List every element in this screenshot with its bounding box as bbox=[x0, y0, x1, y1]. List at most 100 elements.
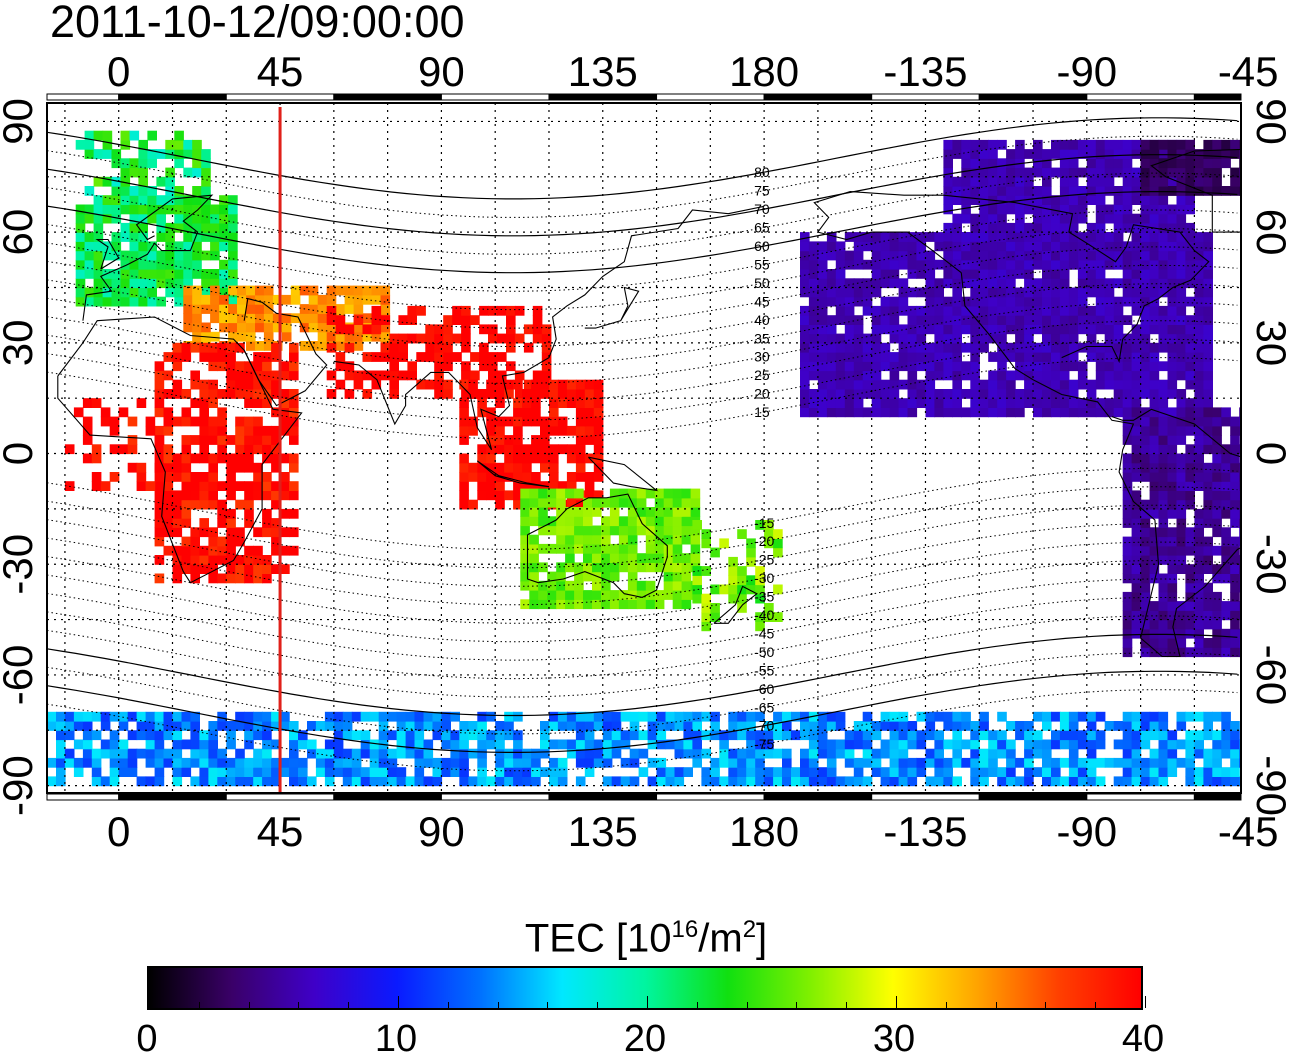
tec-cell bbox=[1149, 462, 1160, 473]
tec-cell bbox=[710, 711, 720, 722]
tec-cell bbox=[529, 507, 539, 517]
tec-cell bbox=[1068, 721, 1079, 731]
tec-cell bbox=[934, 407, 944, 418]
tec-cell bbox=[1033, 379, 1043, 390]
tec-cell bbox=[663, 580, 674, 591]
tec-cell bbox=[690, 525, 701, 536]
tec-cell bbox=[1059, 333, 1070, 344]
tec-cell bbox=[1122, 389, 1133, 399]
tec-cell bbox=[1086, 721, 1097, 731]
tec-cell bbox=[138, 176, 148, 187]
tec-cell bbox=[371, 285, 382, 296]
tec-cell bbox=[656, 757, 667, 768]
tec-cell bbox=[1059, 721, 1070, 731]
tec-cell bbox=[111, 241, 122, 252]
tec-cell bbox=[1257, 610, 1267, 620]
tec-cell bbox=[82, 711, 93, 722]
tec-cell bbox=[468, 776, 478, 787]
tec-cell bbox=[1113, 250, 1124, 261]
lon-tick-label: 180 bbox=[729, 808, 799, 855]
lon-tick-label: -45 bbox=[1218, 808, 1279, 855]
tec-cell bbox=[145, 425, 156, 436]
tec-cell bbox=[1068, 259, 1079, 270]
tec-cell bbox=[228, 269, 238, 279]
tec-cell bbox=[1068, 176, 1079, 187]
tec-cell bbox=[199, 767, 209, 777]
tec-cell bbox=[120, 278, 131, 289]
tec-cell bbox=[701, 529, 711, 539]
tec-cell bbox=[181, 352, 192, 362]
tec-cell bbox=[145, 481, 156, 491]
tec-cell bbox=[1122, 213, 1133, 224]
tec-cell bbox=[934, 757, 944, 768]
tec-cell bbox=[1149, 536, 1160, 547]
tec-cell bbox=[620, 711, 631, 722]
tec-cell bbox=[541, 361, 552, 372]
tec-cell bbox=[335, 352, 346, 362]
tec-cell bbox=[538, 580, 548, 591]
tec-cell bbox=[120, 287, 131, 298]
tec-cell bbox=[1086, 158, 1097, 169]
tec-cell bbox=[520, 553, 530, 563]
tec-cell bbox=[1051, 296, 1061, 307]
tec-cell bbox=[782, 730, 792, 741]
tec-cell bbox=[826, 407, 837, 418]
tec-cell bbox=[1033, 158, 1043, 169]
tec-cell bbox=[584, 767, 595, 777]
tec-cell bbox=[620, 730, 631, 741]
tec-cell bbox=[495, 757, 505, 768]
tec-cell bbox=[584, 407, 595, 418]
tec-cell bbox=[289, 416, 299, 427]
tec-cell bbox=[154, 481, 165, 491]
tec-cell bbox=[468, 472, 478, 482]
tec-cell bbox=[353, 331, 364, 342]
coastline bbox=[526, 493, 668, 598]
tec-cell bbox=[817, 370, 828, 381]
tec-cell bbox=[1158, 425, 1169, 436]
tec-cell bbox=[1167, 748, 1178, 759]
tec-cell bbox=[326, 331, 337, 342]
tec-cell bbox=[423, 776, 434, 787]
tec-cell bbox=[165, 287, 175, 298]
tec-cell bbox=[665, 776, 676, 787]
tec-cell bbox=[351, 757, 362, 768]
tec-cell bbox=[1203, 444, 1213, 455]
tec-cell bbox=[111, 204, 122, 215]
tec-cell bbox=[862, 241, 873, 252]
tec-cell bbox=[871, 398, 882, 408]
tec-cell bbox=[862, 730, 873, 741]
tec-cell bbox=[609, 488, 620, 499]
tec-cell bbox=[253, 490, 263, 501]
lon-tick-label: 135 bbox=[568, 808, 638, 855]
tec-cell bbox=[1140, 232, 1151, 242]
tec-cell bbox=[504, 711, 514, 722]
tec-cell bbox=[84, 232, 95, 242]
tec-cell bbox=[889, 296, 900, 307]
tec-cell bbox=[952, 324, 962, 335]
tec-cell bbox=[1185, 776, 1195, 787]
tec-cell bbox=[988, 333, 998, 344]
tec-cell bbox=[147, 149, 157, 159]
tec-cell bbox=[1006, 250, 1016, 261]
tec-cell bbox=[961, 213, 971, 224]
tec-cell bbox=[183, 222, 193, 233]
tec-cell bbox=[1104, 259, 1115, 270]
tec-cell bbox=[253, 462, 263, 473]
tec-cell bbox=[1158, 490, 1169, 501]
tec-cell bbox=[488, 324, 498, 335]
tec-cell bbox=[808, 389, 819, 399]
tec-cell bbox=[1257, 601, 1267, 611]
tec-cell bbox=[396, 711, 407, 722]
tec-cell bbox=[943, 757, 953, 768]
tec-cell bbox=[513, 748, 523, 759]
tec-cell bbox=[190, 342, 200, 353]
tec-cell bbox=[1284, 168, 1292, 178]
tec-cell bbox=[1212, 647, 1222, 658]
tec-cell bbox=[91, 711, 102, 722]
tec-cell bbox=[1086, 730, 1097, 741]
tec-cell bbox=[988, 389, 998, 399]
tec-cell bbox=[1230, 518, 1240, 528]
tec-cell bbox=[1051, 222, 1061, 233]
tec-cell bbox=[898, 757, 909, 768]
tec-cell bbox=[201, 269, 211, 279]
